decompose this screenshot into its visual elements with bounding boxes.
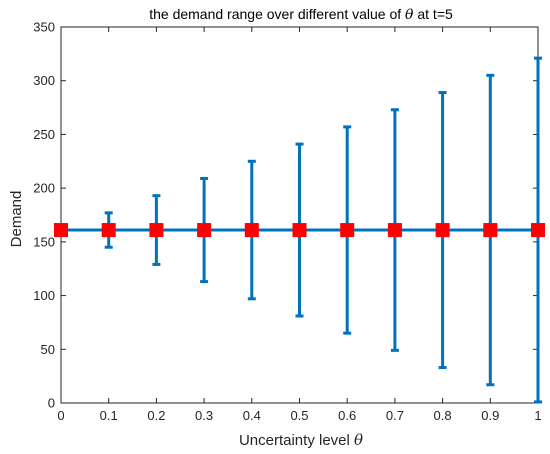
x-tick-label: 0.6 (338, 408, 356, 423)
y-tick-label: 0 (48, 396, 55, 411)
x-tick-label: 0.9 (481, 408, 499, 423)
x-tick-label: 0.8 (434, 408, 452, 423)
y-tick-label: 150 (33, 234, 55, 249)
data-point-marker (197, 223, 212, 238)
data-point-marker (435, 223, 450, 238)
x-tick-label: 0.5 (290, 408, 308, 423)
data-point-marker (340, 223, 355, 238)
y-tick-label: 100 (33, 288, 55, 303)
x-tick-label: 0.3 (195, 408, 213, 423)
data-point-marker (101, 223, 116, 238)
chart-title: the demand range over different value of… (149, 6, 453, 23)
y-tick-label: 250 (33, 127, 55, 142)
data-point-marker (483, 223, 498, 238)
x-tick-label: 1 (534, 408, 541, 423)
y-axis-label: Demand (8, 191, 25, 248)
data-point-marker (54, 223, 68, 238)
x-tick-label: 0.1 (100, 408, 118, 423)
plot-area: 0 0.1 0.2 0.3 0.4 0.5 0.6 0.7 0.8 0.9 1 0 50 100 150 20… (33, 20, 545, 423)
data-point-marker (244, 223, 259, 238)
data-point-marker (292, 223, 307, 238)
x-tick-label: 0.4 (243, 408, 261, 423)
x-tick-label: 0.2 (147, 408, 165, 423)
x-tick-label: 0.7 (386, 408, 404, 423)
data-point-marker (149, 223, 164, 238)
y-tick-label: 350 (33, 20, 55, 35)
x-tick-label: 0 (57, 408, 64, 423)
y-tick-label: 200 (33, 181, 55, 196)
x-axis-label: Uncertainty level θ (239, 431, 363, 449)
y-tick-label: 300 (33, 73, 55, 88)
y-tick-label: 50 (41, 342, 55, 357)
data-point-marker (531, 223, 545, 238)
data-point-marker (387, 223, 402, 238)
